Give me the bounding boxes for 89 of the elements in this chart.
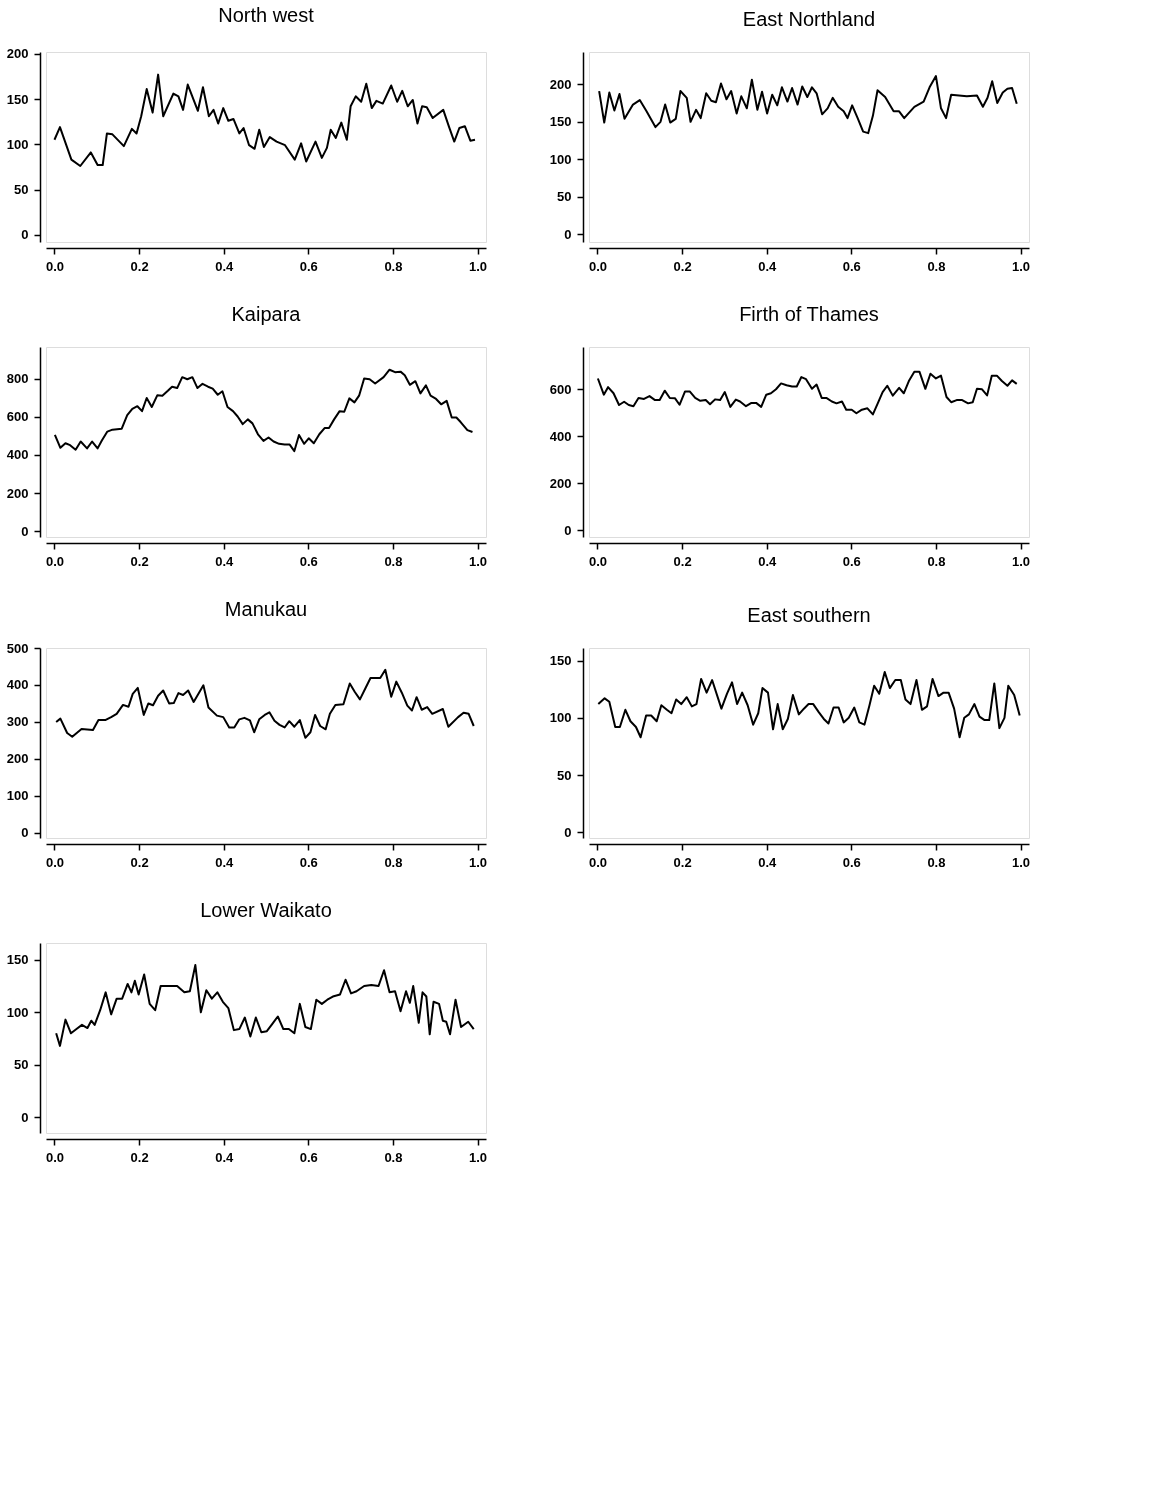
x-tick-label: 0.8 xyxy=(927,553,946,569)
y-tick-label: 0 xyxy=(564,226,572,242)
x-tick-label: 0.0 xyxy=(45,553,64,569)
y-tick-label: 0 xyxy=(21,825,29,841)
y-tick-label: 400 xyxy=(6,677,29,693)
x-tick-label: 0.8 xyxy=(384,1149,403,1165)
y-tick-label: 0 xyxy=(564,522,572,538)
chart-title: Firth of Thames xyxy=(739,303,879,325)
x-tick-label: 0.8 xyxy=(384,553,403,569)
y-tick-label: 800 xyxy=(6,371,29,387)
x-tick-label: 0.4 xyxy=(758,553,777,569)
y-tick-label: 600 xyxy=(549,381,572,397)
y-tick-label: 600 xyxy=(6,409,29,425)
x-tick-label: 0.2 xyxy=(130,854,149,870)
x-tick-label: 0.4 xyxy=(215,553,234,569)
x-tick-label: 0.0 xyxy=(588,854,607,870)
line-series xyxy=(596,370,1018,416)
chart-title: East Northland xyxy=(742,8,876,30)
y-tick-label: 200 xyxy=(6,46,29,62)
x-tick-label: 0.0 xyxy=(588,553,607,569)
y-tick-label: 100 xyxy=(549,710,572,726)
x-tick-label: 0.6 xyxy=(299,258,318,274)
y-tick-label: 50 xyxy=(14,1057,29,1073)
x-tick-label: 0.2 xyxy=(673,854,692,870)
x-tick-label: 0.8 xyxy=(384,258,403,274)
y-tick-label: 100 xyxy=(6,1004,29,1020)
x-tick-label: 0.2 xyxy=(130,1149,149,1165)
line-series xyxy=(597,671,1021,739)
x-tick-label: 0.6 xyxy=(299,854,318,870)
y-tick-label: 0 xyxy=(21,1109,29,1125)
line-series xyxy=(598,75,1018,135)
y-tick-label: 150 xyxy=(6,952,29,968)
x-tick-label: 0.8 xyxy=(384,854,403,870)
line-series xyxy=(55,964,475,1047)
x-tick-label: 0.8 xyxy=(927,258,946,274)
chart-title: North west xyxy=(218,3,315,26)
line-series xyxy=(53,368,474,453)
x-tick-label: 0.4 xyxy=(758,854,777,870)
x-tick-label: 0.4 xyxy=(758,258,777,274)
x-tick-label: 0.8 xyxy=(927,854,946,870)
y-tick-label: 400 xyxy=(6,447,29,463)
y-tick-label: 200 xyxy=(549,76,572,92)
y-tick-label: 0 xyxy=(21,523,29,539)
x-tick-label: 0.6 xyxy=(842,854,861,870)
line-series xyxy=(53,73,476,167)
y-tick-label: 0 xyxy=(21,227,29,243)
y-tick-label: 300 xyxy=(6,714,29,730)
x-tick-label: 0.4 xyxy=(215,258,234,274)
chart-title: Kaipara xyxy=(231,303,302,325)
y-tick-label: 500 xyxy=(6,640,29,656)
x-tick-label: 0.2 xyxy=(673,553,692,569)
x-tick-label: 0.0 xyxy=(45,258,64,274)
x-tick-label: 0.6 xyxy=(299,553,318,569)
x-tick-label: 0.0 xyxy=(588,258,607,274)
x-tick-label: 0.6 xyxy=(299,1149,318,1165)
chart-title: Manukau xyxy=(224,598,308,620)
x-tick-label: 0.2 xyxy=(673,258,692,274)
y-tick-label: 200 xyxy=(549,475,572,491)
y-tick-label: 50 xyxy=(14,182,29,198)
y-tick-label: 100 xyxy=(6,136,29,152)
x-tick-label: 1.0 xyxy=(1012,258,1031,274)
y-tick-label: 100 xyxy=(6,788,29,804)
chart-title: Lower Waikato xyxy=(200,899,332,921)
y-tick-label: 0 xyxy=(564,824,572,840)
x-tick-label: 1.0 xyxy=(469,1149,488,1165)
x-tick-label: 0.0 xyxy=(45,854,64,870)
x-tick-label: 0.6 xyxy=(842,258,861,274)
y-tick-label: 400 xyxy=(549,428,572,444)
x-tick-label: 1.0 xyxy=(469,553,488,569)
x-tick-label: 0.2 xyxy=(130,258,149,274)
y-tick-label: 100 xyxy=(549,151,572,167)
y-tick-label: 200 xyxy=(6,751,29,767)
y-tick-label: 50 xyxy=(557,767,572,783)
x-tick-label: 1.0 xyxy=(1012,854,1031,870)
y-tick-label: 150 xyxy=(549,653,572,669)
line-series xyxy=(55,668,475,739)
x-tick-label: 0.2 xyxy=(130,553,149,569)
x-tick-label: 0.6 xyxy=(842,553,861,569)
x-tick-label: 0.0 xyxy=(45,1149,64,1165)
y-tick-label: 150 xyxy=(6,91,29,107)
x-tick-label: 1.0 xyxy=(1012,553,1031,569)
x-tick-label: 0.4 xyxy=(215,1149,234,1165)
y-tick-label: 150 xyxy=(549,114,572,130)
y-tick-label: 50 xyxy=(557,189,572,205)
x-tick-label: 1.0 xyxy=(469,258,488,274)
x-tick-label: 1.0 xyxy=(469,854,488,870)
x-tick-label: 0.4 xyxy=(215,854,234,870)
y-tick-label: 200 xyxy=(6,485,29,501)
chart-title: East southern xyxy=(747,604,871,626)
